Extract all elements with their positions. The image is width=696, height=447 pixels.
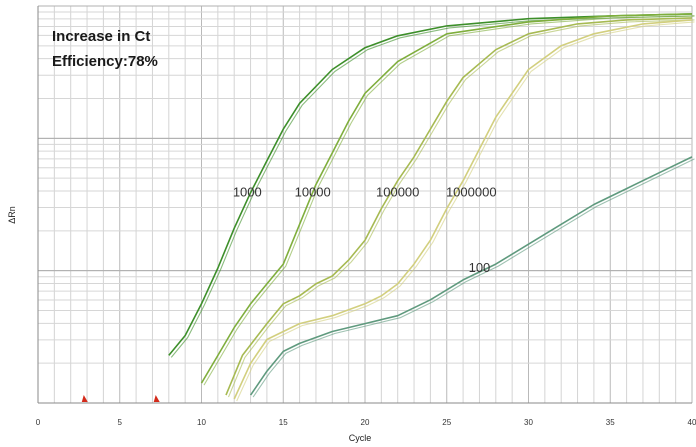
series-label-10000: 10000 bbox=[295, 185, 331, 200]
x-tick-label: 25 bbox=[442, 418, 451, 427]
series-line-replicate-100 bbox=[252, 158, 695, 398]
x-axis-label: Cycle bbox=[349, 433, 372, 443]
series-labels: 1000 10000 100000 1000000 100 bbox=[233, 185, 497, 275]
series-line-10000 bbox=[200, 13, 693, 384]
x-tick-label: 30 bbox=[524, 418, 533, 427]
annotation-efficiency: Efficiency:78% bbox=[52, 53, 158, 70]
series-line-replicate-100000 bbox=[227, 19, 695, 398]
series-label-100000: 100000 bbox=[376, 185, 419, 200]
series-layer bbox=[168, 13, 695, 402]
series-line-replicate-1000 bbox=[170, 15, 695, 358]
threshold-markers bbox=[81, 395, 160, 402]
series-line-replicate-1000000 bbox=[236, 21, 695, 402]
x-tick-label: 15 bbox=[279, 418, 288, 427]
grid bbox=[37, 5, 693, 404]
series-line-1000000 bbox=[233, 19, 693, 400]
x-tick-label: 10 bbox=[197, 418, 206, 427]
y-axis-label: ΔRn bbox=[7, 206, 17, 224]
series-line-1000 bbox=[168, 13, 693, 356]
x-tick-label: 20 bbox=[361, 418, 370, 427]
series-line-replicate-10000 bbox=[203, 15, 695, 386]
x-tick-label: 5 bbox=[118, 418, 123, 427]
x-tick-label: 40 bbox=[688, 418, 696, 427]
x-tick-labels: 0 5 10 15 20 25 30 35 40 bbox=[36, 418, 696, 427]
x-tick-label: 35 bbox=[606, 418, 615, 427]
series-label-1000: 1000 bbox=[233, 185, 262, 200]
threshold-marker bbox=[81, 395, 88, 402]
threshold-marker bbox=[153, 395, 160, 402]
series-line-100000 bbox=[225, 17, 693, 396]
x-tick-label: 0 bbox=[36, 418, 41, 427]
annotation-ct-increase: Increase in Ct bbox=[52, 28, 150, 45]
series-label-100: 100 bbox=[469, 260, 491, 275]
series-label-1000000: 1000000 bbox=[446, 185, 497, 200]
series-line-100 bbox=[249, 156, 693, 396]
